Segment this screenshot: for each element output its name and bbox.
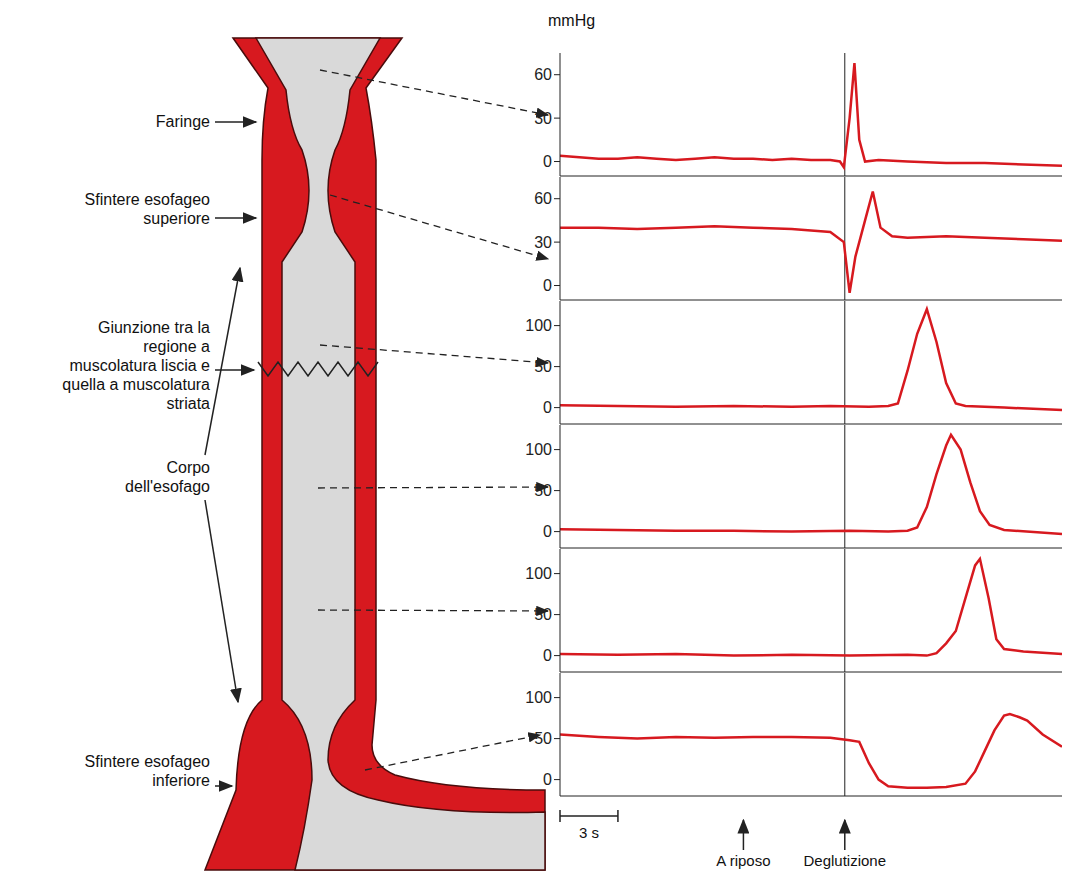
svg-text:50: 50 bbox=[534, 606, 552, 623]
svg-text:60: 60 bbox=[534, 66, 552, 83]
svg-text:50: 50 bbox=[534, 482, 552, 499]
svg-text:0: 0 bbox=[543, 399, 552, 416]
svg-text:3 s: 3 s bbox=[579, 824, 599, 841]
svg-text:0: 0 bbox=[543, 153, 552, 170]
svg-text:100: 100 bbox=[525, 689, 552, 706]
svg-text:0: 0 bbox=[543, 523, 552, 540]
html-text:Sfintere esofageo inferiore: Sfintere esofageo inferiore bbox=[84, 753, 210, 789]
html-text:Faringe: Faringe bbox=[155, 113, 210, 130]
svg-text:50: 50 bbox=[534, 730, 552, 747]
svg-text:0: 0 bbox=[543, 277, 552, 294]
html-text:Corpo dell'esofago: Corpo dell'esofago bbox=[125, 459, 210, 495]
svg-text:A riposo: A riposo bbox=[716, 852, 770, 869]
svg-text:100: 100 bbox=[525, 317, 552, 334]
html-text:Giunzione tra la regione a mus: Giunzione tra la regione a muscolatura l… bbox=[62, 319, 210, 412]
svg-text:0: 0 bbox=[543, 647, 552, 664]
svg-text:0: 0 bbox=[543, 771, 552, 788]
svg-text:30: 30 bbox=[534, 110, 552, 127]
html-text:Sfintere esofageo superiore: Sfintere esofageo superiore bbox=[84, 191, 210, 227]
svg-text:100: 100 bbox=[525, 441, 552, 458]
svg-text:100: 100 bbox=[525, 565, 552, 582]
svg-text:30: 30 bbox=[534, 234, 552, 251]
svg-text:Deglutizione: Deglutizione bbox=[804, 852, 887, 869]
html-text:mmHg: mmHg bbox=[548, 12, 596, 29]
svg-text:60: 60 bbox=[534, 190, 552, 207]
svg-text:50: 50 bbox=[534, 358, 552, 375]
